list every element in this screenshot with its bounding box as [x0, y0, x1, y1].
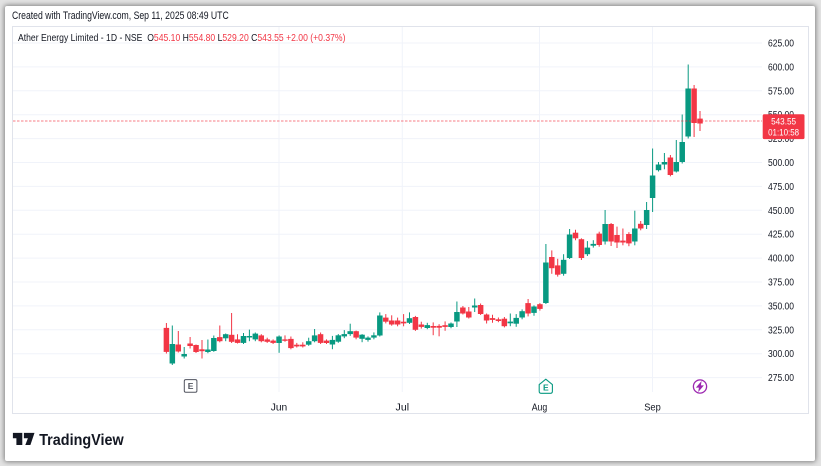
svg-text:543.55: 543.55: [771, 117, 796, 128]
svg-text:Sep: Sep: [644, 403, 661, 414]
svg-text:450.00: 450.00: [768, 206, 794, 217]
svg-text:625.00: 625.00: [768, 39, 794, 50]
svg-text:375.00: 375.00: [768, 278, 794, 289]
svg-text:500.00: 500.00: [768, 158, 794, 169]
svg-text:600.00: 600.00: [768, 62, 794, 73]
svg-text:Jul: Jul: [396, 403, 410, 414]
svg-text:575.00: 575.00: [768, 86, 794, 97]
svg-text:275.00: 275.00: [768, 373, 794, 384]
svg-text:E: E: [543, 383, 549, 393]
svg-text:Aug: Aug: [532, 403, 548, 414]
svg-text:300.00: 300.00: [768, 349, 794, 360]
svg-text:425.00: 425.00: [768, 230, 794, 241]
svg-text:Jun: Jun: [271, 403, 288, 414]
svg-text:525.00: 525.00: [768, 134, 794, 145]
svg-text:325.00: 325.00: [768, 325, 794, 336]
svg-text:475.00: 475.00: [768, 182, 794, 193]
svg-text:400.00: 400.00: [768, 254, 794, 265]
svg-text:01:10:58: 01:10:58: [768, 128, 799, 139]
svg-text:E: E: [188, 381, 194, 391]
svg-text:350.00: 350.00: [768, 301, 794, 312]
svg-text:TradingView: TradingView: [39, 432, 124, 449]
